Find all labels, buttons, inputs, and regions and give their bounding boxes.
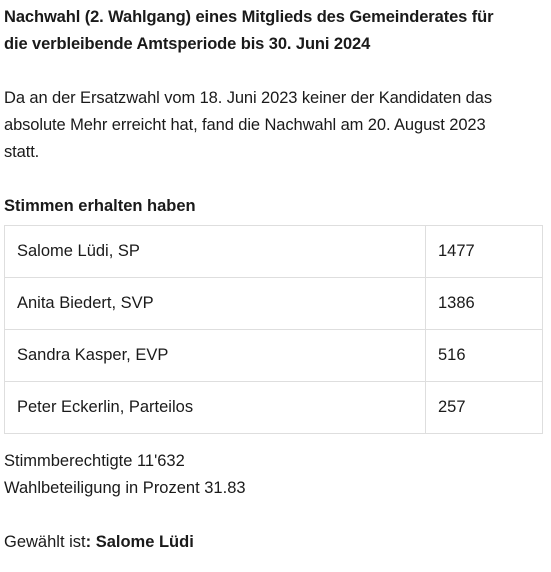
results-title: Stimmen erhalten haben	[4, 197, 196, 215]
turnout-percent: Wahlbeteiligung in Prozent 31.83	[4, 479, 246, 497]
candidate-votes: 1477	[425, 225, 543, 278]
election-result-page: Nachwahl (2. Wahlgang) eines Mitglieds d…	[4, 4, 547, 556]
candidate-name: Anita Biedert, SVP	[4, 277, 426, 330]
intro-line-2: absolute Mehr erreicht hat, fand die Nac…	[4, 116, 486, 134]
table-row: Peter Eckerlin, Parteilos 257	[4, 381, 543, 434]
candidate-votes: 1386	[425, 277, 543, 330]
table-row: Sandra Kasper, EVP 516	[4, 329, 543, 382]
candidate-name: Peter Eckerlin, Parteilos	[4, 381, 426, 434]
candidate-votes: 516	[425, 329, 543, 382]
intro-line-3: statt.	[4, 143, 40, 161]
page-heading: Nachwahl (2. Wahlgang) eines Mitglieds d…	[4, 4, 547, 58]
heading-line-2: die verbleibende Amtsperiode bis 30. Jun…	[4, 35, 371, 53]
table-row: Salome Lüdi, SP 1477	[4, 225, 543, 278]
results-table: Salome Lüdi, SP 1477 Anita Biedert, SVP …	[4, 225, 543, 434]
elected-label: Gewählt ist	[4, 533, 86, 551]
intro-line-1: Da an der Ersatzwahl vom 18. Juni 2023 k…	[4, 89, 492, 107]
table-row: Anita Biedert, SVP 1386	[4, 277, 543, 330]
election-stats: Stimmberechtigte 11'632 Wahlbeteiligung …	[4, 448, 547, 502]
eligible-voters: Stimmberechtigte 11'632	[4, 452, 185, 470]
candidate-votes: 257	[425, 381, 543, 434]
intro-paragraph: Da an der Ersatzwahl vom 18. Juni 2023 k…	[4, 85, 547, 166]
heading-line-1: Nachwahl (2. Wahlgang) eines Mitglieds d…	[4, 8, 494, 26]
elected-line: Gewählt ist: Salome Lüdi	[4, 529, 547, 556]
elected-name: : Salome Lüdi	[85, 533, 194, 551]
candidate-name: Salome Lüdi, SP	[4, 225, 426, 278]
candidate-name: Sandra Kasper, EVP	[4, 329, 426, 382]
